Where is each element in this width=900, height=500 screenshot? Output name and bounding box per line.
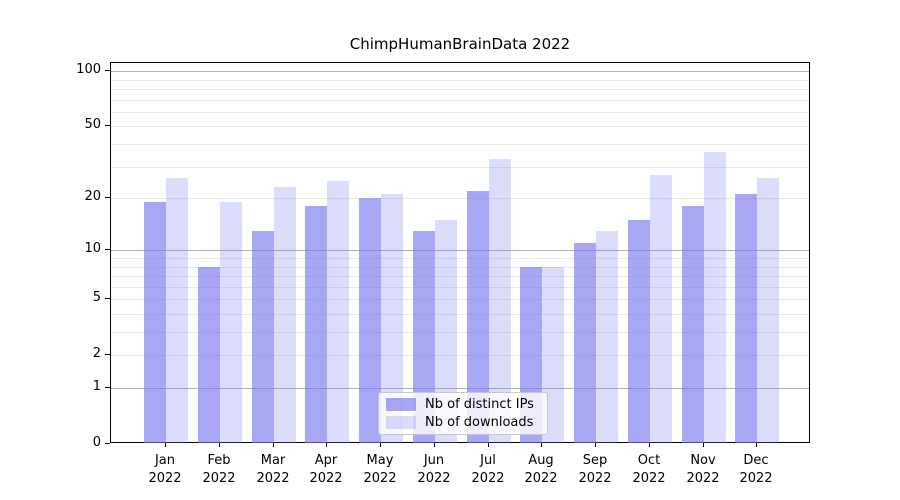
legend-item-distinct-ips: Nb of distinct IPs	[386, 397, 539, 412]
gridline-major	[111, 250, 809, 251]
y-tick-label: 1	[92, 379, 101, 394]
x-tick-mark	[756, 443, 757, 447]
chart-title: ChimpHumanBrainData 2022	[349, 35, 571, 53]
x-tick-label: Nov 2022	[686, 453, 720, 486]
x-tick-mark	[219, 443, 220, 447]
legend-label-ips: Nb of distinct IPs	[425, 397, 534, 412]
bar-downloads-dec	[757, 178, 779, 443]
gridline-minor	[111, 355, 809, 356]
y-tick-label: 10	[84, 241, 101, 256]
bar-ips-mar	[252, 231, 274, 443]
bar-ips-may	[359, 198, 381, 443]
x-tick-label: Jul 2022	[471, 453, 505, 486]
x-tick-mark	[488, 443, 489, 447]
x-tick-label: Jun 2022	[417, 453, 451, 486]
legend-item-downloads: Nb of downloads	[386, 415, 539, 430]
bar-ips-jul	[467, 191, 489, 443]
y-tick-mark	[105, 298, 110, 299]
bar-ips-jun	[413, 231, 435, 443]
x-tick-mark	[595, 443, 596, 447]
y-tick-label: 0	[92, 435, 101, 450]
legend-swatch-downloads	[386, 416, 416, 429]
gridline-major	[111, 71, 809, 72]
y-tick-label: 2	[92, 346, 101, 361]
gridline-minor	[111, 314, 809, 315]
x-tick-mark	[380, 443, 381, 447]
gridline-minor	[111, 258, 809, 259]
y-tick-mark	[105, 249, 110, 250]
bar-downloads-jan	[166, 178, 188, 443]
x-tick-mark	[541, 443, 542, 447]
y-tick-mark	[105, 70, 110, 71]
bar-ips-sep	[574, 243, 596, 443]
x-tick-mark	[165, 443, 166, 447]
x-tick-label: Mar 2022	[256, 453, 290, 486]
bar-downloads-apr	[327, 181, 349, 443]
gridline-minor	[111, 80, 809, 81]
bar-ips-nov	[682, 206, 704, 443]
gridline-minor	[111, 100, 809, 101]
y-tick-label: 5	[92, 290, 101, 305]
y-tick-label: 100	[76, 62, 101, 77]
bar-ips-oct	[628, 220, 650, 443]
y-tick-mark	[105, 387, 110, 388]
gridline-minor	[111, 299, 809, 300]
x-tick-label: Sep 2022	[578, 453, 612, 486]
x-tick-label: May 2022	[363, 453, 397, 486]
y-tick-mark	[105, 443, 110, 444]
gridline-minor	[111, 89, 809, 90]
gridline-minor	[111, 144, 809, 145]
gridline-minor	[111, 126, 809, 127]
gridline-minor	[111, 167, 809, 168]
bar-ips-feb	[198, 267, 220, 443]
legend: Nb of distinct IPs Nb of downloads	[378, 392, 548, 435]
x-tick-mark	[649, 443, 650, 447]
gridline-minor	[111, 276, 809, 277]
bar-ips-dec	[735, 194, 757, 443]
x-tick-label: Dec 2022	[739, 453, 773, 486]
legend-label-downloads: Nb of downloads	[425, 415, 534, 430]
plot-area	[110, 62, 810, 443]
bar-downloads-jul	[489, 159, 511, 443]
y-tick-label: 20	[84, 189, 101, 204]
y-tick-mark	[105, 354, 110, 355]
x-tick-label: Feb 2022	[202, 453, 236, 486]
bar-downloads-mar	[274, 187, 296, 443]
bar-ips-apr	[305, 206, 327, 443]
gridline-minor	[111, 112, 809, 113]
x-tick-mark	[703, 443, 704, 447]
x-tick-mark	[434, 443, 435, 447]
bar-downloads-sep	[596, 231, 618, 443]
y-tick-label: 50	[84, 117, 101, 132]
gridline-minor	[111, 287, 809, 288]
gridline-minor	[111, 267, 809, 268]
bar-downloads-jun	[435, 220, 457, 443]
gridline-minor	[111, 198, 809, 199]
y-tick-mark	[105, 125, 110, 126]
bar-downloads-may	[381, 194, 403, 443]
x-tick-mark	[273, 443, 274, 447]
bar-downloads-oct	[650, 175, 672, 443]
bar-downloads-nov	[704, 152, 726, 443]
gridline-minor	[111, 332, 809, 333]
x-tick-label: Jan 2022	[148, 453, 182, 486]
x-tick-label: Aug 2022	[524, 453, 558, 486]
gridline-major	[111, 388, 809, 389]
legend-swatch-ips	[386, 398, 416, 411]
bar-downloads-feb	[220, 202, 242, 443]
y-tick-mark	[105, 197, 110, 198]
x-tick-label: Apr 2022	[309, 453, 343, 486]
x-tick-mark	[326, 443, 327, 447]
bar-ips-jan	[144, 202, 166, 443]
x-tick-label: Oct 2022	[632, 453, 666, 486]
